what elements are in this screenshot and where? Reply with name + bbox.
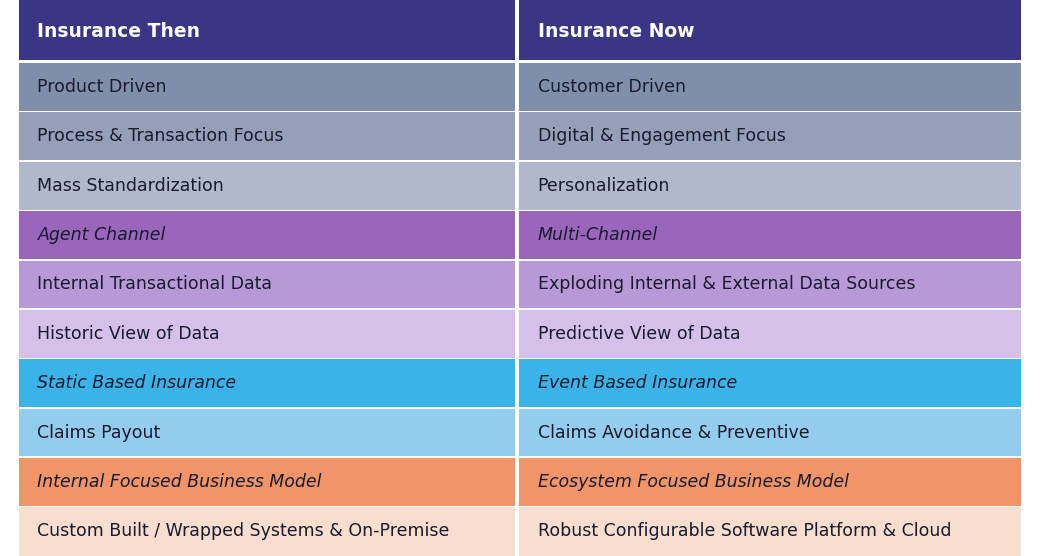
Bar xyxy=(515,112,519,161)
Text: Claims Payout: Claims Payout xyxy=(37,424,161,441)
Text: Process & Transaction Focus: Process & Transaction Focus xyxy=(37,127,284,145)
Bar xyxy=(515,457,519,507)
Text: Agent Channel: Agent Channel xyxy=(37,226,165,244)
Text: Custom Built / Wrapped Systems & On-Premise: Custom Built / Wrapped Systems & On-Prem… xyxy=(37,522,450,540)
Bar xyxy=(515,62,519,112)
Text: Internal Transactional Data: Internal Transactional Data xyxy=(37,275,272,294)
Bar xyxy=(519,507,1021,556)
Bar xyxy=(19,506,1021,508)
Bar xyxy=(519,260,1021,309)
Bar xyxy=(19,308,1021,310)
Bar xyxy=(19,60,1021,62)
Bar xyxy=(515,210,519,260)
Text: Multi-Channel: Multi-Channel xyxy=(538,226,658,244)
Text: Product Driven: Product Driven xyxy=(37,78,167,96)
Bar xyxy=(19,0,515,62)
Bar xyxy=(19,407,1021,409)
Bar xyxy=(519,457,1021,507)
Text: Predictive View of Data: Predictive View of Data xyxy=(538,325,740,343)
Bar xyxy=(19,456,1021,458)
Bar xyxy=(19,62,515,112)
Bar xyxy=(19,507,515,556)
Text: Static Based Insurance: Static Based Insurance xyxy=(37,374,236,392)
Bar xyxy=(19,260,515,309)
Text: Historic View of Data: Historic View of Data xyxy=(37,325,220,343)
Bar xyxy=(519,62,1021,112)
Bar xyxy=(19,358,1021,359)
Bar xyxy=(19,61,1021,63)
Text: Claims Avoidance & Preventive: Claims Avoidance & Preventive xyxy=(538,424,809,441)
Text: Personalization: Personalization xyxy=(538,177,670,195)
Bar xyxy=(515,359,519,408)
Bar xyxy=(19,160,1021,162)
Bar xyxy=(519,112,1021,161)
Text: Insurance Then: Insurance Then xyxy=(37,22,201,41)
Text: Exploding Internal & External Data Sources: Exploding Internal & External Data Sourc… xyxy=(538,275,915,294)
Bar xyxy=(515,507,519,556)
Bar xyxy=(19,112,515,161)
Bar xyxy=(515,161,519,210)
Text: Robust Configurable Software Platform & Cloud: Robust Configurable Software Platform & … xyxy=(538,522,952,540)
Bar xyxy=(519,408,1021,457)
Text: Mass Standardization: Mass Standardization xyxy=(37,177,225,195)
Bar xyxy=(19,111,1021,112)
Bar xyxy=(515,408,519,457)
Bar xyxy=(515,309,519,359)
Bar xyxy=(19,359,515,408)
Text: Insurance Now: Insurance Now xyxy=(538,22,694,41)
Bar xyxy=(519,309,1021,359)
Bar xyxy=(19,259,1021,261)
Bar xyxy=(19,210,1021,211)
Bar xyxy=(519,161,1021,210)
Text: Event Based Insurance: Event Based Insurance xyxy=(538,374,737,392)
Bar xyxy=(519,0,1021,62)
Bar xyxy=(519,359,1021,408)
Bar xyxy=(19,457,515,507)
Text: Digital & Engagement Focus: Digital & Engagement Focus xyxy=(538,127,785,145)
Bar xyxy=(19,161,515,210)
Bar xyxy=(19,408,515,457)
Text: Customer Driven: Customer Driven xyxy=(538,78,685,96)
Bar xyxy=(19,210,515,260)
Text: Ecosystem Focused Business Model: Ecosystem Focused Business Model xyxy=(538,473,849,491)
Bar xyxy=(19,309,515,359)
Text: Internal Focused Business Model: Internal Focused Business Model xyxy=(37,473,322,491)
Bar xyxy=(515,260,519,309)
Bar xyxy=(519,210,1021,260)
Bar xyxy=(515,0,519,62)
